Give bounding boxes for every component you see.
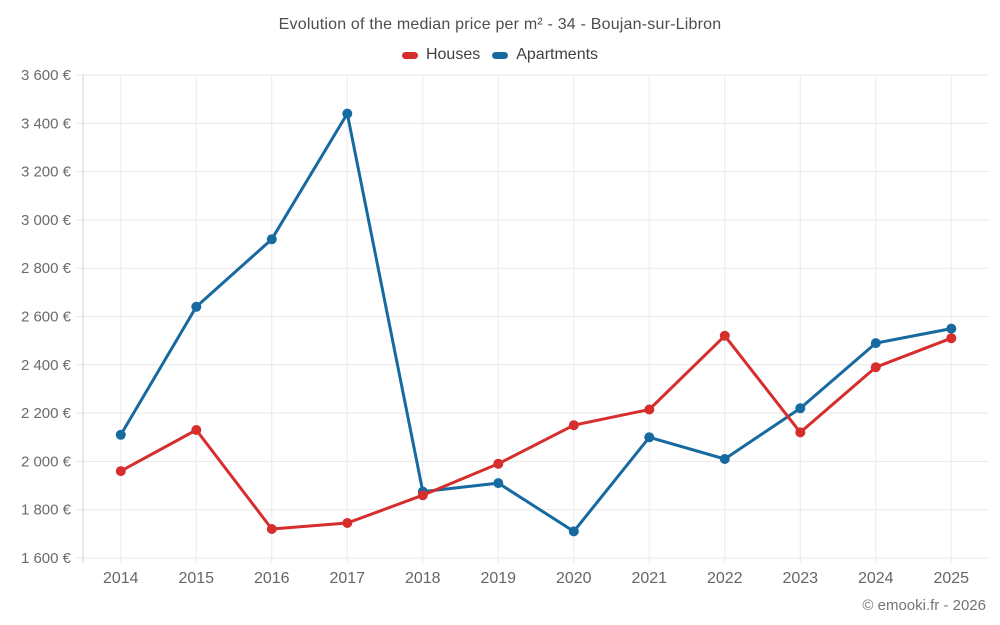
series-houses — [115, 330, 957, 534]
data-point[interactable] — [870, 338, 881, 349]
data-point[interactable] — [644, 432, 655, 443]
series-line — [119, 334, 953, 531]
data-point[interactable] — [644, 404, 655, 415]
data-point[interactable] — [342, 518, 353, 528]
data-point[interactable] — [568, 526, 579, 537]
data-point[interactable] — [342, 108, 353, 119]
data-point[interactable] — [115, 429, 126, 440]
x-axis-tick-label: 2022 — [707, 570, 743, 587]
series-apartments — [115, 108, 957, 537]
data-point[interactable] — [719, 454, 730, 464]
legend-label-houses: Houses — [425, 46, 481, 63]
data-point[interactable] — [493, 478, 504, 489]
legend-label-apartments: Apartments — [516, 46, 599, 63]
y-axis-tick-label: 2 400 € — [21, 357, 72, 374]
x-axis-tick-label: 2015 — [178, 570, 214, 587]
data-point[interactable] — [719, 330, 730, 341]
y-axis-tick-label: 2 000 € — [21, 453, 72, 470]
apartments-swatch-icon — [492, 51, 509, 59]
y-axis-tick-label: 1 600 € — [21, 550, 72, 567]
data-point[interactable] — [946, 333, 957, 344]
y-axis-tick-label: 3 600 € — [21, 67, 72, 84]
data-point[interactable] — [266, 524, 277, 534]
y-axis-tick-label: 3 200 € — [21, 164, 72, 181]
y-axis-tick-label: 2 200 € — [21, 405, 72, 422]
y-axis-tick-label: 2 600 € — [21, 309, 72, 326]
data-point[interactable] — [191, 301, 202, 312]
x-axis-tick-label: 2020 — [556, 570, 592, 587]
y-axis-tick-label: 2 800 € — [21, 260, 72, 277]
data-point[interactable] — [115, 466, 126, 477]
x-axis-tick-label: 2016 — [254, 570, 290, 587]
chart-title: Evolution of the median price per m² - 3… — [278, 16, 722, 33]
y-axis-tick-label: 1 800 € — [21, 502, 72, 519]
x-axis-tick-label: 2023 — [782, 570, 818, 587]
x-axis-tick-label: 2014 — [103, 570, 139, 587]
data-point[interactable] — [191, 425, 202, 435]
x-axis-tick-label: 2017 — [329, 570, 365, 587]
y-axis-tick-label: 3 400 € — [21, 115, 72, 132]
legend: Houses Apartments — [0, 46, 1000, 64]
data-point[interactable] — [795, 403, 806, 414]
houses-swatch-icon — [401, 51, 418, 59]
data-point[interactable] — [568, 420, 579, 431]
legend-item-apartments[interactable]: Apartments — [492, 46, 598, 64]
data-point[interactable] — [493, 458, 504, 469]
x-axis-tick-label: 2021 — [631, 570, 667, 587]
data-point[interactable] — [417, 490, 428, 501]
data-point[interactable] — [870, 362, 881, 373]
series-line — [119, 112, 953, 533]
x-axis-tick-label: 2019 — [480, 570, 516, 587]
copyright-credit: © emooki.fr - 2026 — [862, 597, 986, 614]
data-point[interactable] — [795, 427, 806, 438]
gridlines — [76, 74, 989, 563]
data-point[interactable] — [266, 234, 277, 245]
legend-item-houses[interactable]: Houses — [401, 46, 481, 64]
x-axis-tick-label: 2018 — [405, 570, 441, 587]
x-axis-tick-label: 2024 — [858, 570, 894, 587]
y-axis-tick-label: 3 000 € — [21, 212, 72, 229]
data-point[interactable] — [946, 323, 957, 334]
x-axis-tick-label: 2025 — [933, 570, 969, 587]
